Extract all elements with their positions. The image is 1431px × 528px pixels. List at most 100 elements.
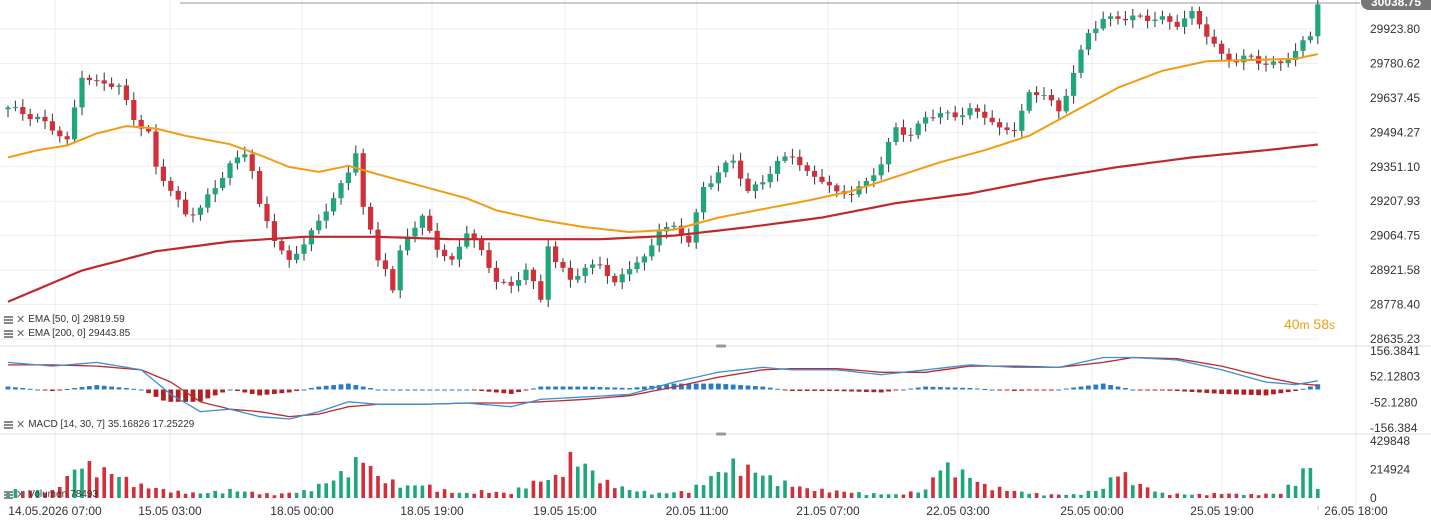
macd-histogram-bar [1315,384,1321,390]
close-icon[interactable]: ✕ [16,313,26,326]
y-tick-label: 29351.10 [1370,160,1420,174]
volume-bar [746,464,750,498]
candle [1093,28,1099,34]
volume-bar [524,488,528,498]
legend-ema200-name: EMA [200, 0] [28,328,86,339]
macd-histogram-bar [1056,389,1062,391]
candle [708,183,714,187]
macd-histogram-bar [87,386,92,390]
volume-bar [1034,493,1039,498]
candle [286,250,292,260]
macd-histogram-bar [997,389,1002,391]
settings-bars-icon[interactable] [4,315,13,324]
candle [693,212,699,243]
volume-bar [1242,495,1246,498]
macd-histogram-bar [272,389,277,394]
volume-bar [287,492,291,498]
volume-bar [442,489,447,498]
macd-histogram-bar [50,389,55,391]
volume-bar [183,493,188,498]
macd-histogram-bar [1034,389,1039,391]
macd-histogram-bar [642,386,647,390]
volume-bar [13,489,18,498]
macd-histogram-bar [471,389,477,391]
candle [804,165,810,171]
legend-macd[interactable]: ✕ MACD [14, 30, 7] 35.16826 17.25229 [4,419,194,430]
legend-volume[interactable]: ✕ Volumen 78493 [4,489,98,500]
macd-histogram-bar [301,389,307,391]
volume-bar [398,487,402,498]
macd-histogram-bar [205,389,211,399]
volume-bar [1005,490,1009,498]
settings-bars-icon[interactable] [4,490,13,499]
macd-histogram-bar [331,385,336,390]
volume-bar [191,492,195,498]
close-icon[interactable]: ✕ [16,488,26,501]
macd-histogram-bar [338,384,344,390]
close-icon[interactable]: ✕ [16,418,26,431]
volume-bar [1212,493,1216,498]
candle [834,185,840,192]
volume-bar [280,493,284,498]
volume-bar [857,492,861,498]
pane-resize-handle [716,432,726,436]
candle [797,156,803,166]
candle [49,121,55,131]
settings-bars-icon[interactable] [4,329,13,338]
candle [671,225,677,228]
volume-bar [1138,483,1142,498]
macd-histogram-bar [1241,389,1247,395]
volume-bar [405,485,410,498]
macd-histogram-bar [20,388,26,390]
volume-bar [124,476,129,498]
candle [86,77,92,81]
volume-bar [383,483,388,498]
legend-ema200-value: 29443.85 [88,328,131,339]
settings-bars-icon[interactable] [4,420,13,429]
volume-bar [72,469,77,498]
volume-bar [820,488,824,498]
volume-bar [938,470,943,498]
macd-histogram-bar [849,389,854,392]
legend-ema200[interactable]: ✕ EMA [200, 0] 29443.85 [4,328,130,339]
macd-histogram-bar [494,389,499,393]
candle [789,156,795,158]
candle [567,267,573,280]
macd-histogram-bar [901,389,906,391]
candle [619,274,625,283]
volume-bar [472,493,476,498]
macd-y-tick-label: -156.384 [1370,421,1418,435]
volume-bar [583,463,587,498]
volume-bar [968,477,972,498]
candle [915,123,921,136]
volume-bar [302,490,306,498]
macd-histogram-bar [930,386,936,390]
candle [168,180,174,191]
macd-histogram-bar [449,389,455,391]
candle [849,194,855,196]
macd-histogram-bar [294,389,299,391]
volume-bar [627,490,632,498]
macd-histogram-bar [360,386,366,390]
candle [1108,16,1114,19]
macd-histogram-bar [1041,389,1047,391]
macd-histogram-bar [420,389,425,391]
pane-dividers[interactable] [0,344,1431,511]
macd-histogram-bar [701,383,706,390]
candle [1048,95,1054,101]
macd-histogram-bar [1130,389,1136,391]
volume-bar [161,489,166,498]
macd-histogram-bar [1167,389,1173,391]
volume-bar [65,475,69,498]
candle [227,163,233,178]
macd-histogram-bar [94,385,100,390]
candle [338,183,344,199]
volume-bar [272,495,277,498]
volume-bar [243,491,247,498]
volume-bar [95,477,99,498]
macd-histogram-bar [760,386,766,390]
legend-ema50[interactable]: ✕ EMA [50, 0] 29819.59 [4,314,125,325]
close-icon[interactable]: ✕ [16,327,26,340]
candle [197,207,203,215]
